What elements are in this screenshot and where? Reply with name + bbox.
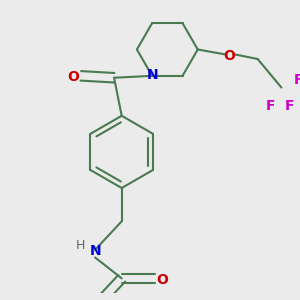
Text: H: H — [76, 239, 86, 252]
Text: F: F — [284, 99, 294, 113]
Text: F: F — [265, 99, 275, 113]
Text: O: O — [67, 70, 79, 84]
Text: O: O — [157, 273, 169, 287]
Text: N: N — [146, 68, 158, 83]
Text: F: F — [294, 73, 300, 86]
Text: O: O — [223, 49, 235, 63]
Text: N: N — [89, 244, 101, 258]
